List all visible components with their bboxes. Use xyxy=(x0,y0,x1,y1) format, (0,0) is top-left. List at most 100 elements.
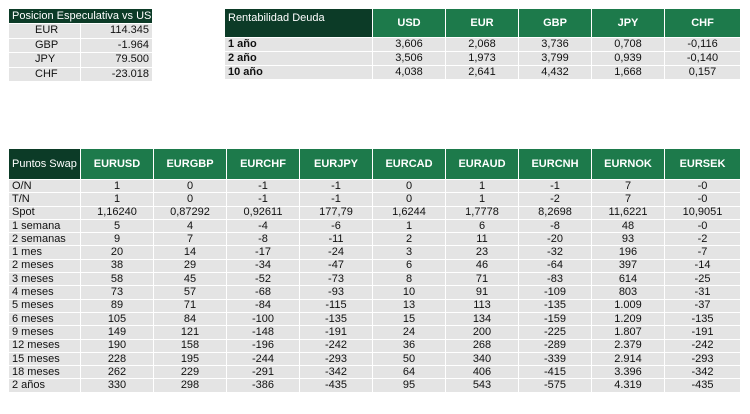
value: 5 xyxy=(80,218,154,234)
value: -135 xyxy=(518,298,592,313)
value: -0 xyxy=(664,192,741,207)
value: 330 xyxy=(80,378,154,393)
row: 5 meses 89 71 -84 -115 13 113 -135 1.009 -37 xyxy=(8,298,741,313)
value: 0,939 xyxy=(591,51,665,66)
column-header: EURGBP xyxy=(153,148,227,180)
value: -1 xyxy=(299,178,373,194)
value: -4 xyxy=(226,218,300,234)
value: -25 xyxy=(664,272,741,287)
value: -109 xyxy=(518,285,592,300)
row-label: 1 semana xyxy=(8,218,81,234)
column-header: EURNOK xyxy=(591,148,665,180)
row: 2 meses 38 29 -34 -47 6 46 -64 397 -14 xyxy=(8,258,741,274)
value: 50 xyxy=(372,351,446,367)
value: -93 xyxy=(299,285,373,300)
value: 8 xyxy=(372,272,446,287)
header-row: Puntos Swap EURUSD EURGBP EURCHF EURJPY EURCA… xyxy=(8,148,741,180)
row-label: 2 meses xyxy=(8,258,81,274)
value: 7 xyxy=(153,232,227,247)
column-header: USD xyxy=(372,8,446,38)
value: 10,9051 xyxy=(664,205,741,220)
row: O/N 1 0 -1 -1 0 1 -1 7 -0 xyxy=(8,178,741,194)
value: -291 xyxy=(226,365,300,380)
value: 4,432 xyxy=(518,65,592,80)
value: 149 xyxy=(80,325,154,340)
value: -0,116 xyxy=(664,37,741,52)
value: 4 xyxy=(153,218,227,234)
value: -1 xyxy=(226,178,300,194)
value: -242 xyxy=(664,338,741,353)
value: 134 xyxy=(445,311,519,327)
value: -435 xyxy=(299,378,373,393)
value: -342 xyxy=(664,365,741,380)
value: 1.209 xyxy=(591,311,665,327)
value: 23 xyxy=(445,245,519,260)
value: -17 xyxy=(226,245,300,260)
row: 4 meses 73 57 -68 -93 10 91 -109 803 -31 xyxy=(8,285,741,300)
value: -242 xyxy=(299,338,373,353)
debt-table: Rentabilidad Deuda USD EUR GBP JPY CHF 1 año 3,… xyxy=(224,8,741,80)
currency: GBP xyxy=(8,37,81,53)
row-label: O/N xyxy=(8,178,81,194)
value: 2,641 xyxy=(445,65,519,80)
value: 2,068 xyxy=(445,37,519,52)
value: 1 xyxy=(80,178,154,194)
value: 0 xyxy=(153,178,227,194)
header-row: Posicion Especulativa vs USD xyxy=(8,8,153,24)
row: 1 año 3,606 2,068 3,736 0,708 -0,116 xyxy=(224,37,741,52)
row: 3 meses 58 45 -52 -73 8 71 -83 614 -25 xyxy=(8,272,741,287)
value: 3,606 xyxy=(372,37,446,52)
column-header: EURAUD xyxy=(445,148,519,180)
row-label: Spot xyxy=(8,205,81,220)
value: 20 xyxy=(80,245,154,260)
row: 10 año 4,038 2,641 4,432 1,668 0,157 xyxy=(224,65,741,80)
value: 196 xyxy=(591,245,665,260)
value: -191 xyxy=(299,325,373,340)
value: -135 xyxy=(299,311,373,327)
value: 340 xyxy=(445,351,519,367)
value: 15 xyxy=(372,311,446,327)
value: 1,7778 xyxy=(445,205,519,220)
value: -52 xyxy=(226,272,300,287)
value: 1.807 xyxy=(591,325,665,340)
value: -135 xyxy=(664,311,741,327)
value: -14 xyxy=(664,258,741,274)
value: -1 xyxy=(299,192,373,207)
row: 1 mes 20 14 -17 -24 3 23 -32 196 -7 xyxy=(8,245,741,260)
value: -196 xyxy=(226,338,300,353)
value: 114.345 xyxy=(80,23,153,39)
value: 13 xyxy=(372,298,446,313)
value: -34 xyxy=(226,258,300,274)
value: 11 xyxy=(445,232,519,247)
value: 406 xyxy=(445,365,519,380)
row: JPY 79.500 xyxy=(8,52,153,68)
value: 229 xyxy=(153,365,227,380)
value: 105 xyxy=(80,311,154,327)
value: 3,506 xyxy=(372,51,446,66)
row-label: 9 meses xyxy=(8,325,81,340)
row-label: 18 meses xyxy=(8,365,81,380)
value: 2.914 xyxy=(591,351,665,367)
currency: EUR xyxy=(8,23,81,39)
row: 2 semanas 9 7 -8 -11 2 11 -20 93 -2 xyxy=(8,232,741,247)
value: 71 xyxy=(153,298,227,313)
row: 12 meses 190 158 -196 -242 36 268 -289 2.379 -242 xyxy=(8,338,741,353)
value: -1 xyxy=(226,192,300,207)
value: 1 xyxy=(445,192,519,207)
value: -191 xyxy=(664,325,741,340)
value: 24 xyxy=(372,325,446,340)
value: 11,6221 xyxy=(591,205,665,220)
column-header: GBP xyxy=(518,8,592,38)
value: 1,6244 xyxy=(372,205,446,220)
row: 6 meses 105 84 -100 -135 15 134 -159 1.209 -135 xyxy=(8,311,741,327)
row: 1 semana 5 4 -4 -6 1 6 -8 48 -0 xyxy=(8,218,741,234)
value: 84 xyxy=(153,311,227,327)
row-label: 15 meses xyxy=(8,351,81,367)
value: 64 xyxy=(372,365,446,380)
value: 9 xyxy=(80,232,154,247)
value: -32 xyxy=(518,245,592,260)
position-table: Posicion Especulativa vs USD EUR 114.345 GB… xyxy=(8,8,153,82)
value: 113 xyxy=(445,298,519,313)
column-header: EURCNH xyxy=(518,148,592,180)
